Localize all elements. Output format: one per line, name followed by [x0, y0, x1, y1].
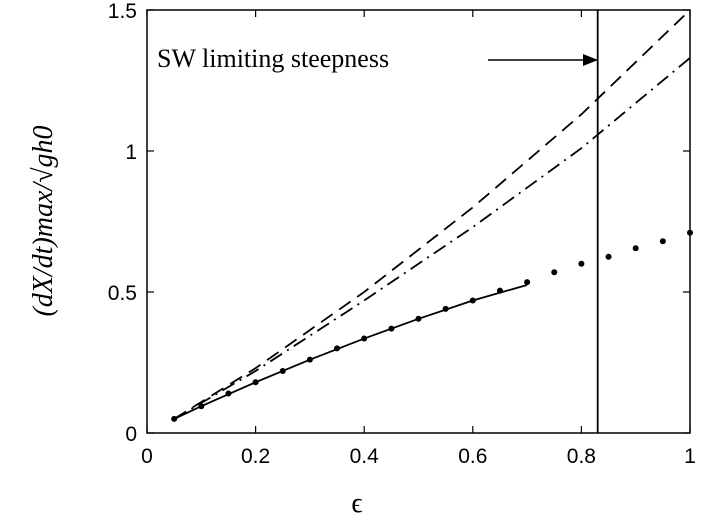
curve [173, 57, 691, 420]
plot-frame [146, 9, 691, 434]
x-tick-label: 0.2 [241, 445, 270, 468]
y-axis-label: (dX/dt)max/√gh0 [28, 125, 59, 316]
data-dot [659, 238, 666, 245]
y-tick-label: 1 [125, 141, 137, 164]
data-dot [578, 260, 585, 267]
curve [173, 284, 528, 420]
data-dot [524, 279, 531, 286]
x-tick-label: 0.8 [567, 445, 596, 468]
x-tick-label: 1 [684, 445, 696, 468]
annotation: SW limiting steepness [157, 44, 389, 73]
data-dot [551, 269, 558, 276]
y-tick-label: 0 [125, 423, 137, 446]
curve [173, 9, 691, 420]
x-tick-label: 0.4 [350, 445, 380, 468]
y-tick-label: 1.5 [108, 0, 137, 23]
x-tick-label: 0.6 [458, 445, 487, 468]
x-axis-label: ϵ [351, 488, 362, 519]
x-tick-label: 0 [141, 445, 153, 468]
y-tick-label: 0.5 [108, 282, 137, 305]
data-dot [605, 253, 612, 260]
data-dot [632, 245, 639, 252]
data-dot [687, 229, 693, 236]
